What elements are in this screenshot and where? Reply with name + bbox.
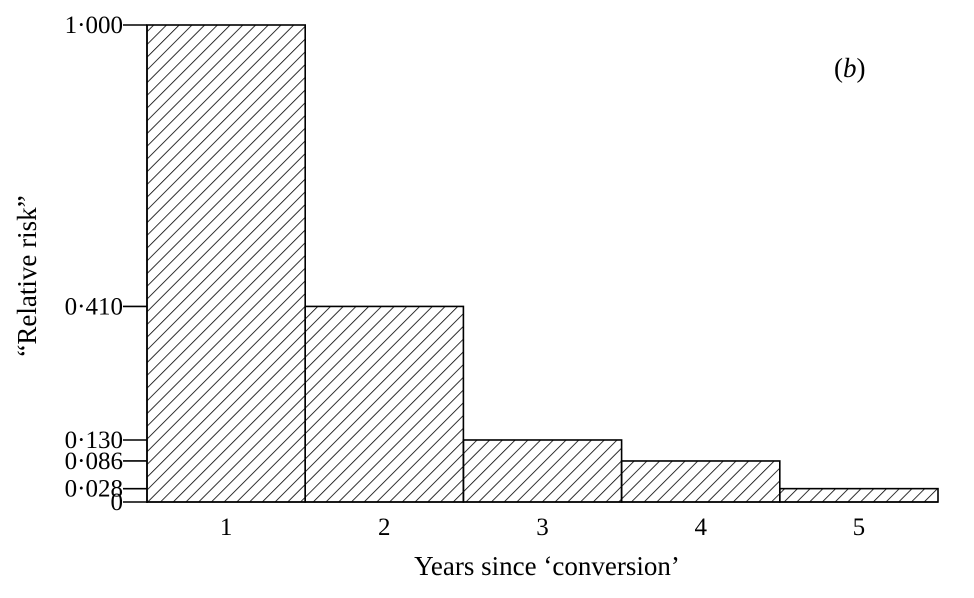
y-tick-label: 0 (111, 489, 124, 516)
y-axis-label: “Relative risk” (12, 195, 42, 356)
bar-year-3 (462, 439, 623, 503)
y-tick-label: 0·130 (65, 427, 123, 454)
y-tick-label: 0·410 (65, 293, 123, 320)
x-tick-label: 2 (378, 514, 391, 541)
bars-layer (146, 24, 939, 503)
y-tick-label: 1·000 (65, 12, 123, 39)
x-tick-label: 4 (694, 514, 707, 541)
bar-year-2 (304, 305, 465, 503)
x-tick-label: 1 (220, 514, 233, 541)
bar-year-1 (146, 24, 306, 503)
y-tick-label: 0·086 (65, 448, 123, 475)
x-tick-label: 3 (536, 514, 549, 541)
bar-year-5 (778, 487, 939, 503)
bar-year-4 (620, 460, 781, 503)
labels-layer: (b) Years since ‘conversion’ “Relative r… (12, 53, 866, 581)
panel-label: (b) (834, 53, 866, 83)
x-axis-label: Years since ‘conversion’ (414, 551, 680, 581)
y-tick-label: 0·028 (65, 476, 123, 503)
x-tick-label: 5 (853, 514, 866, 541)
